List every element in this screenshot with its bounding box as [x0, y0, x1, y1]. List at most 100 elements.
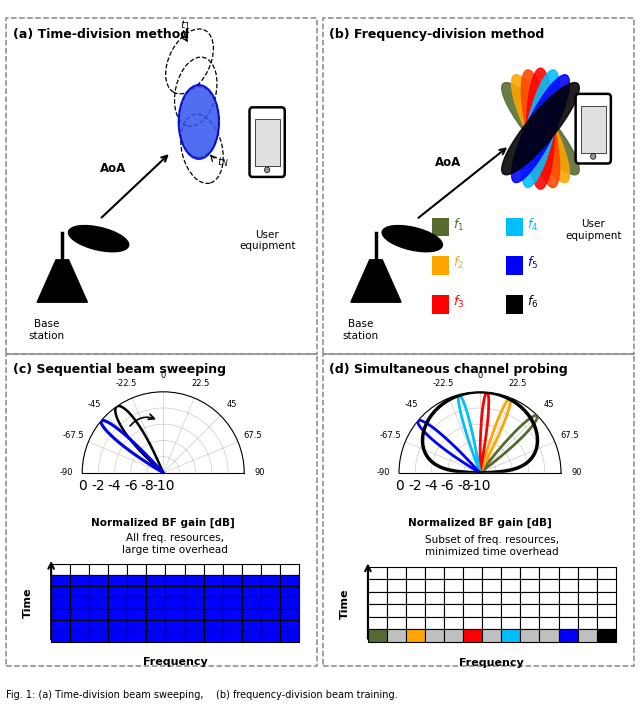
Bar	[108, 564, 127, 575]
Bar	[184, 575, 204, 586]
Ellipse shape	[179, 85, 219, 159]
Text: $f_5$: $f_5$	[527, 255, 539, 271]
Bar	[108, 620, 127, 631]
Bar	[166, 609, 184, 620]
Bar	[444, 567, 463, 579]
Bar	[406, 579, 425, 592]
Bar	[463, 604, 483, 617]
Bar	[368, 617, 387, 629]
Bar	[127, 575, 147, 586]
Bar	[223, 586, 242, 598]
Bar	[520, 567, 540, 579]
Bar	[127, 620, 147, 631]
Bar	[406, 567, 425, 579]
Bar	[387, 617, 406, 629]
Bar	[406, 604, 425, 617]
Bar	[147, 564, 166, 575]
Bar	[444, 629, 463, 641]
Bar	[166, 631, 184, 642]
Bar	[147, 620, 166, 631]
Bar	[577, 604, 596, 617]
Bar	[223, 575, 242, 586]
Bar	[483, 604, 501, 617]
Bar	[368, 567, 387, 579]
Bar	[577, 629, 596, 641]
Bar	[280, 575, 299, 586]
Bar	[166, 575, 184, 586]
Bar	[108, 609, 127, 620]
Bar	[51, 631, 70, 642]
Bar	[51, 609, 70, 620]
Bar	[147, 631, 166, 642]
Bar	[51, 575, 70, 586]
Ellipse shape	[522, 70, 559, 188]
Bar	[463, 567, 483, 579]
Bar	[184, 609, 204, 620]
Text: All freq. resources,
large time overhead: All freq. resources, large time overhead	[122, 533, 228, 555]
Bar	[387, 604, 406, 617]
Bar	[51, 586, 70, 598]
Bar	[223, 631, 242, 642]
Text: (a) Time-division method: (a) Time-division method	[13, 28, 189, 41]
Bar	[559, 629, 577, 641]
Bar	[70, 564, 89, 575]
Bar	[540, 604, 559, 617]
Bar	[506, 295, 524, 314]
Text: Time: Time	[23, 588, 33, 618]
Ellipse shape	[68, 226, 129, 252]
Bar	[127, 564, 147, 575]
Bar	[463, 579, 483, 592]
Bar	[577, 579, 596, 592]
FancyBboxPatch shape	[575, 94, 611, 164]
Bar	[577, 617, 596, 629]
Bar	[577, 567, 596, 579]
Bar	[406, 629, 425, 641]
Ellipse shape	[502, 83, 579, 175]
Bar	[260, 609, 280, 620]
Text: (b) Frequency-division method: (b) Frequency-division method	[330, 28, 545, 41]
Text: $t_N$: $t_N$	[218, 156, 229, 169]
Bar	[596, 604, 616, 617]
Bar	[444, 617, 463, 629]
Text: User
equipment: User equipment	[239, 229, 296, 251]
Bar	[127, 586, 147, 598]
Bar	[596, 579, 616, 592]
Bar	[444, 604, 463, 617]
Bar	[108, 575, 127, 586]
Bar	[89, 598, 108, 609]
Circle shape	[264, 167, 270, 173]
Text: Frequency: Frequency	[143, 657, 207, 667]
Bar	[70, 620, 89, 631]
Bar	[242, 620, 260, 631]
Bar	[204, 609, 223, 620]
Ellipse shape	[382, 226, 442, 252]
Bar	[463, 592, 483, 604]
Bar	[520, 604, 540, 617]
Bar	[127, 609, 147, 620]
Bar	[540, 617, 559, 629]
Bar	[166, 564, 184, 575]
Bar	[432, 218, 449, 236]
Bar	[89, 609, 108, 620]
Bar	[70, 609, 89, 620]
Bar	[184, 598, 204, 609]
Ellipse shape	[511, 75, 570, 183]
Bar	[89, 620, 108, 631]
Bar	[501, 579, 520, 592]
X-axis label: Normalized BF gain [dB]: Normalized BF gain [dB]	[408, 518, 552, 527]
Bar	[127, 598, 147, 609]
Bar	[506, 256, 524, 275]
Bar	[184, 586, 204, 598]
Bar	[501, 629, 520, 641]
FancyBboxPatch shape	[250, 108, 285, 177]
Bar	[387, 629, 406, 641]
Bar	[204, 620, 223, 631]
Bar	[368, 592, 387, 604]
Bar	[223, 598, 242, 609]
Bar	[540, 579, 559, 592]
Text: (c) Sequential beam sweeping: (c) Sequential beam sweeping	[13, 363, 226, 377]
Bar	[223, 620, 242, 631]
Bar	[387, 592, 406, 604]
Text: $f_2$: $f_2$	[453, 255, 464, 271]
Bar	[444, 579, 463, 592]
